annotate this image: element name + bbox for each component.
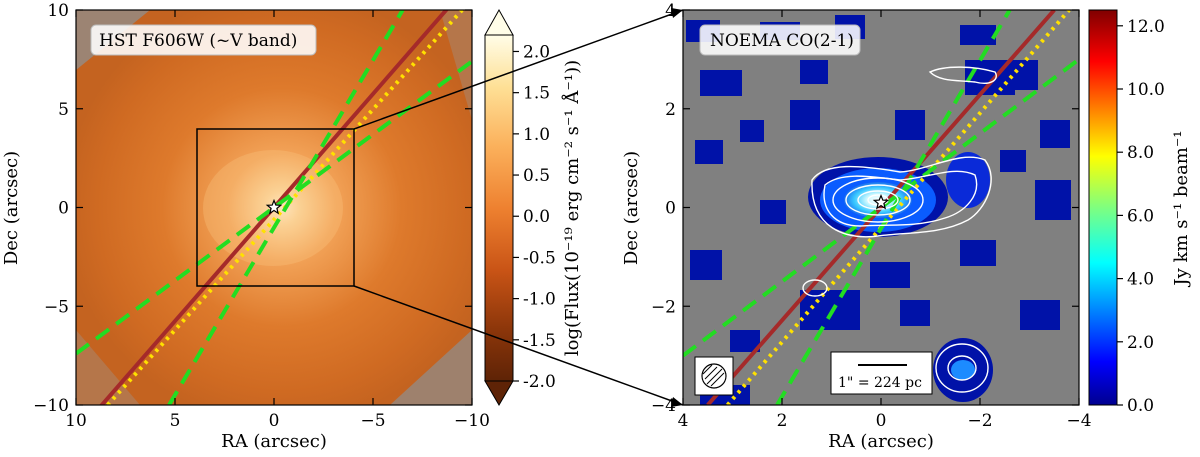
y-tick-label: −2	[651, 297, 676, 317]
nucleus-star-marker-zoom	[872, 193, 890, 210]
position-angle-dashed-line	[167, 10, 405, 405]
colorbar-tick-label: -1.5	[523, 331, 556, 351]
noema-panel: NOEMA CO(2-1) 1" = 224 pc 4 2 0 −2 −4 4 2 0 −2 −…	[621, 1, 1092, 452]
x-tick-label: 5	[170, 411, 181, 431]
noema-y-axis: 4 2 0 −2 −4	[651, 1, 1079, 416]
position-angle-dashed-line	[775, 10, 1012, 405]
colorbar-tick-label: 2.0	[523, 42, 550, 62]
hst-y-label: Dec (arcsec)	[1, 151, 22, 265]
y-tick-label: 4	[665, 1, 676, 21]
y-tick-label: −5	[44, 297, 69, 317]
noema-title: NOEMA CO(2-1)	[710, 31, 854, 51]
hst-x-label: RA (arcsec)	[221, 431, 327, 452]
x-tick-label: 10	[65, 411, 87, 431]
x-tick-label: 2	[777, 411, 788, 431]
hst-title: HST F606W (~V band)	[99, 31, 297, 51]
hst-image	[76, 10, 472, 405]
x-tick-label: −5	[360, 411, 385, 431]
hst-colorbar-ticks: 2.0 1.5 1.0 0.5 0.0 -0.5 -1.0 -1.5 -2.0	[513, 42, 556, 392]
colorbar-tick-label: 10.0	[1127, 80, 1165, 100]
scalebar-label: 1" = 224 pc	[838, 375, 922, 391]
colorbar-tick-label: 2.0	[1127, 333, 1154, 353]
star-marker	[265, 198, 283, 215]
hst-x-axis: 10 5 0 −5 −10	[65, 10, 490, 431]
noema-x-axis: 4 2 0 −2 −4	[678, 10, 1092, 431]
scalebar: 1" = 224 pc	[830, 351, 933, 395]
x-tick-label: −4	[1066, 411, 1091, 431]
noema-image	[683, 10, 1079, 405]
co-contours	[802, 66, 997, 393]
y-tick-label: 2	[665, 100, 676, 120]
colorbar-tick-label: 12.0	[1127, 17, 1165, 37]
hst-y-axis: 10 5 0 −5 −10	[33, 1, 472, 416]
noema-colorbar: 12.0 10.0 8.0 6.0 4.0 2.0 0.0 Jy km s⁻¹ beam⁻¹	[1088, 9, 1192, 416]
nucleus-star-marker	[265, 198, 283, 215]
beam-ellipse	[701, 363, 727, 389]
colorbar-tick-label: -1.0	[523, 290, 556, 310]
star-marker	[872, 193, 890, 210]
x-tick-label: 0	[269, 411, 280, 431]
noema-colorbar-ticks: 12.0 10.0 8.0 6.0 4.0 2.0 0.0	[1117, 17, 1165, 416]
colorbar-tick-label: 0.0	[1127, 396, 1154, 416]
colorbar-tick-label: 0.0	[523, 207, 550, 227]
y-tick-label: 0	[58, 199, 69, 219]
y-tick-label: 0	[665, 199, 676, 219]
hst-title-box	[90, 24, 317, 56]
zoom-box	[196, 128, 355, 287]
colorbar-tick-label: -0.5	[523, 248, 556, 268]
colorbar-tick-label: 1.5	[523, 84, 550, 104]
beam-box	[694, 356, 734, 396]
y-tick-label: −10	[33, 396, 69, 416]
zoom-connector-lines	[353, 8, 684, 407]
y-tick-label: −4	[651, 396, 676, 416]
x-tick-label: 4	[678, 411, 689, 431]
colorbar-tick-label: -2.0	[523, 372, 556, 392]
y-tick-label: 10	[47, 1, 69, 21]
noema-colorbar-label: Jy km s⁻¹ beam⁻¹	[1171, 130, 1192, 287]
noema-x-label: RA (arcsec)	[828, 431, 934, 452]
x-tick-label: 0	[876, 411, 887, 431]
noema-y-label: Dec (arcsec)	[621, 151, 642, 265]
noema-title-box	[699, 24, 861, 56]
colorbar-tick-label: 4.0	[1127, 270, 1154, 290]
hst-colorbar: 2.0 1.5 1.0 0.5 0.0 -0.5 -1.0 -1.5 -2.0 log(Flux…	[484, 8, 583, 406]
position-angle-dashed-line	[683, 57, 1079, 358]
colorbar-tick-label: 1.0	[523, 125, 550, 145]
y-tick-label: 5	[58, 100, 69, 120]
x-tick-label: −10	[454, 411, 490, 431]
colorbar-tick-label: 8.0	[1127, 143, 1154, 163]
colorbar-tick-label: 0.5	[523, 166, 550, 186]
hst-panel: HST F606W (~V band) 10 5 0 −5 −10 1050−5−10 …	[1, 1, 490, 452]
x-tick-label: −2	[967, 411, 992, 431]
colorbar-tick-label: 6.0	[1127, 206, 1154, 226]
hst-colorbar-label: log(Flux(10⁻¹⁹ erg cm⁻² s⁻¹ Å⁻¹))	[561, 60, 583, 356]
